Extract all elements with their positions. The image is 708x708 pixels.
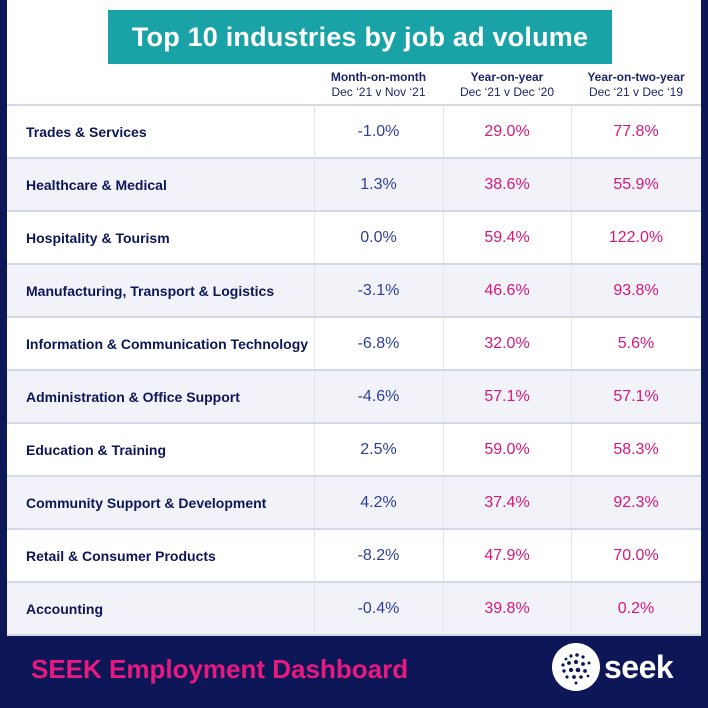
year-on-year-value: 57.1%: [484, 387, 530, 405]
column-divider: [314, 159, 315, 210]
month-on-month-value: 1.3%: [360, 175, 397, 193]
industry-label: Education & Training: [26, 441, 167, 458]
year-on-year-value: 59.0%: [484, 440, 530, 458]
seek-logo-icon: [552, 643, 600, 691]
year-on-two-year-value: 55.9%: [613, 175, 659, 193]
column-header-mom: Month-on-month Dec ‘21 v Nov ‘21: [314, 70, 443, 104]
industry-label: Healthcare & Medical: [26, 176, 167, 193]
table-row: Accounting -0.4% 39.8% 0.2%: [7, 583, 701, 636]
industry-label: Community Support & Development: [26, 494, 267, 511]
column-divider: [443, 371, 444, 422]
column-divider: [571, 477, 572, 528]
year-on-year-value: 37.4%: [484, 493, 530, 511]
year-on-year-value: 47.9%: [484, 546, 530, 564]
industry-label: Accounting: [26, 600, 103, 617]
month-on-month-value: -4.6%: [357, 387, 400, 405]
table-body: Trades & Services -1.0% 29.0% 77.8% Healthca…: [7, 104, 701, 636]
year-on-two-year-value: 77.8%: [613, 122, 659, 140]
year-on-year-value: 29.0%: [484, 122, 530, 140]
month-on-month-value: -0.4%: [357, 599, 400, 617]
year-on-two-year-value: 93.8%: [613, 281, 659, 299]
table-row: Manufacturing, Transport & Logistics -3.1…: [7, 265, 701, 318]
year-on-year-value: 59.4%: [484, 228, 530, 246]
year-on-year-value: 39.8%: [484, 599, 530, 617]
month-on-month-value: 2.5%: [360, 440, 397, 458]
year-on-two-year-value: 5.6%: [617, 334, 655, 352]
table-row: Education & Training 2.5% 59.0% 58.3%: [7, 424, 701, 477]
column-divider: [443, 265, 444, 316]
column-divider: [443, 477, 444, 528]
column-subheading: Dec ‘21 v Dec ‘19: [588, 85, 684, 99]
column-divider: [314, 477, 315, 528]
table-row: Hospitality & Tourism 0.0% 59.4% 122.0%: [7, 212, 701, 265]
month-on-month-value: -8.2%: [357, 546, 400, 564]
column-divider: [571, 265, 572, 316]
industry-label: Trades & Services: [26, 123, 147, 140]
month-on-month-value: 0.0%: [360, 228, 397, 246]
table-row: Healthcare & Medical 1.3% 38.6% 55.9%: [7, 159, 701, 212]
month-on-month-value: -3.1%: [357, 281, 400, 299]
year-on-two-year-value: 0.2%: [617, 599, 655, 617]
industry-label: Information & Communication Technology: [26, 335, 309, 352]
column-subheading: Dec ‘21 v Dec ‘20: [459, 85, 555, 99]
year-on-two-year-value: 58.3%: [613, 440, 659, 458]
column-divider: [443, 583, 444, 634]
seek-logo: seek: [552, 643, 674, 691]
column-divider: [443, 106, 444, 157]
column-divider: [314, 424, 315, 475]
column-divider: [571, 583, 572, 634]
column-divider: [314, 583, 315, 634]
column-divider: [314, 265, 315, 316]
column-header-yo2y: Year-on-two-year Dec ‘21 v Dec ‘19: [571, 70, 701, 104]
column-divider: [443, 318, 444, 369]
year-on-two-year-value: 70.0%: [613, 546, 659, 564]
column-heading: Year-on-two-year: [587, 70, 685, 84]
month-on-month-value: -1.0%: [357, 122, 400, 140]
column-heading: Month-on-month: [330, 70, 427, 84]
column-divider: [443, 424, 444, 475]
column-divider: [571, 106, 572, 157]
year-on-year-value: 38.6%: [484, 175, 530, 193]
column-divider: [314, 106, 315, 157]
column-divider: [314, 212, 315, 263]
column-subheading: Dec ‘21 v Nov ‘21: [331, 85, 426, 99]
table-row: Retail & Consumer Products -8.2% 47.9% 70.0…: [7, 530, 701, 583]
column-divider: [571, 530, 572, 581]
table-row: Community Support & Development 4.2% 37.4%…: [7, 477, 701, 530]
table-row: Administration & Office Support -4.6% 57.1…: [7, 371, 701, 424]
column-divider: [571, 318, 572, 369]
table-panel: Top 10 industries by job ad volume Month…: [7, 0, 701, 636]
year-on-two-year-value: 57.1%: [613, 387, 659, 405]
year-on-two-year-value: 122.0%: [608, 228, 664, 246]
column-divider: [314, 371, 315, 422]
column-divider: [314, 318, 315, 369]
month-on-month-value: -6.8%: [357, 334, 400, 352]
year-on-year-value: 46.6%: [484, 281, 530, 299]
dashboard-name: SEEK Employment Dashboard: [31, 653, 409, 684]
column-divider: [443, 159, 444, 210]
column-divider: [443, 530, 444, 581]
industry-label: Administration & Office Support: [26, 388, 240, 405]
column-divider: [314, 530, 315, 581]
page-title: Top 10 industries by job ad volume: [108, 10, 612, 64]
year-on-two-year-value: 92.3%: [613, 493, 659, 511]
table-row: Information & Communication Technology -6…: [7, 318, 701, 371]
column-divider: [571, 159, 572, 210]
column-divider: [571, 371, 572, 422]
column-divider: [443, 212, 444, 263]
column-heading: Year-on-year: [470, 70, 544, 84]
column-divider: [571, 212, 572, 263]
seek-logo-text: seek: [604, 648, 674, 685]
year-on-year-value: 32.0%: [484, 334, 530, 352]
table-row: Trades & Services -1.0% 29.0% 77.8%: [7, 104, 701, 159]
industry-label: Retail & Consumer Products: [26, 547, 216, 564]
industry-label: Hospitality & Tourism: [26, 229, 170, 246]
column-header-yoy: Year-on-year Dec ‘21 v Dec ‘20: [443, 70, 571, 104]
industry-label: Manufacturing, Transport & Logistics: [26, 282, 275, 299]
month-on-month-value: 4.2%: [360, 493, 397, 511]
column-divider: [571, 424, 572, 475]
